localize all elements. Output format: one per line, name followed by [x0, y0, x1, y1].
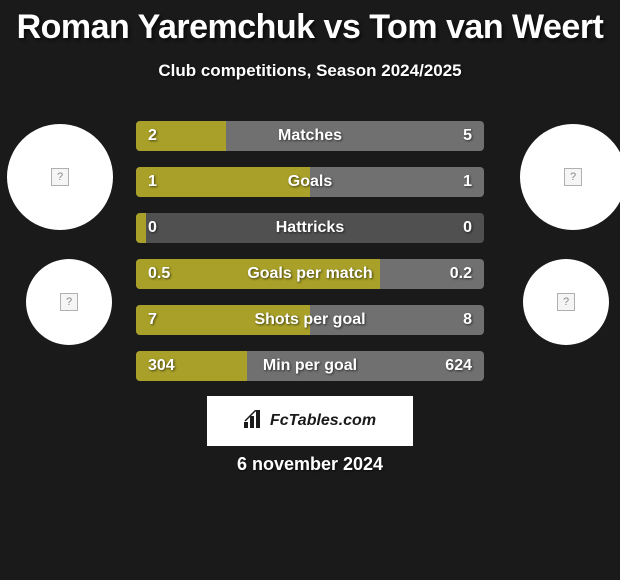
stat-value-right: 0.2	[450, 265, 472, 283]
player-avatar-right-top: ?	[520, 124, 620, 230]
stat-value-right: 0	[463, 219, 472, 237]
date-label: 6 november 2024	[0, 454, 620, 475]
stat-value-right: 1	[463, 173, 472, 191]
stat-bar-left	[136, 213, 146, 243]
logo-icon	[244, 410, 266, 433]
stat-value-left: 2	[148, 127, 157, 145]
logo-text: FcTables.com	[244, 410, 376, 433]
stat-bar-left	[136, 167, 310, 197]
stat-bar-left	[136, 259, 380, 289]
club-avatar-left: ?	[26, 259, 112, 345]
stat-row: 0.5Goals per match0.2	[136, 259, 484, 289]
stat-label: Hattricks	[136, 219, 484, 237]
stat-row: 2Matches5	[136, 121, 484, 151]
stat-value-right: 8	[463, 311, 472, 329]
stat-value-right: 624	[445, 357, 472, 375]
image-placeholder-icon: ?	[557, 293, 575, 311]
stat-value-left: 7	[148, 311, 157, 329]
stat-value-right: 5	[463, 127, 472, 145]
logo-label: FcTables.com	[270, 412, 376, 430]
player-avatar-left-top: ?	[7, 124, 113, 230]
stat-row: 7Shots per goal8	[136, 305, 484, 335]
stat-row: 0Hattricks0	[136, 213, 484, 243]
club-avatar-right: ?	[523, 259, 609, 345]
image-placeholder-icon: ?	[51, 168, 69, 186]
page-title: Roman Yaremchuk vs Tom van Weert	[0, 0, 620, 47]
stat-row: 1Goals1	[136, 167, 484, 197]
page-subtitle: Club competitions, Season 2024/2025	[0, 61, 620, 81]
stat-value-left: 0	[148, 219, 157, 237]
stat-value-left: 1	[148, 173, 157, 191]
stat-row: 304Min per goal624	[136, 351, 484, 381]
stat-bar-left	[136, 305, 310, 335]
logo-box: FcTables.com	[207, 396, 413, 446]
stat-rows: 2Matches5 1Goals1 0Hattricks0 0.5Goals per …	[136, 121, 484, 397]
image-placeholder-icon: ?	[564, 168, 582, 186]
stat-value-left: 0.5	[148, 265, 170, 283]
stat-value-left: 304	[148, 357, 175, 375]
image-placeholder-icon: ?	[60, 293, 78, 311]
comparison-infographic: Roman Yaremchuk vs Tom van Weert Club co…	[0, 0, 620, 580]
